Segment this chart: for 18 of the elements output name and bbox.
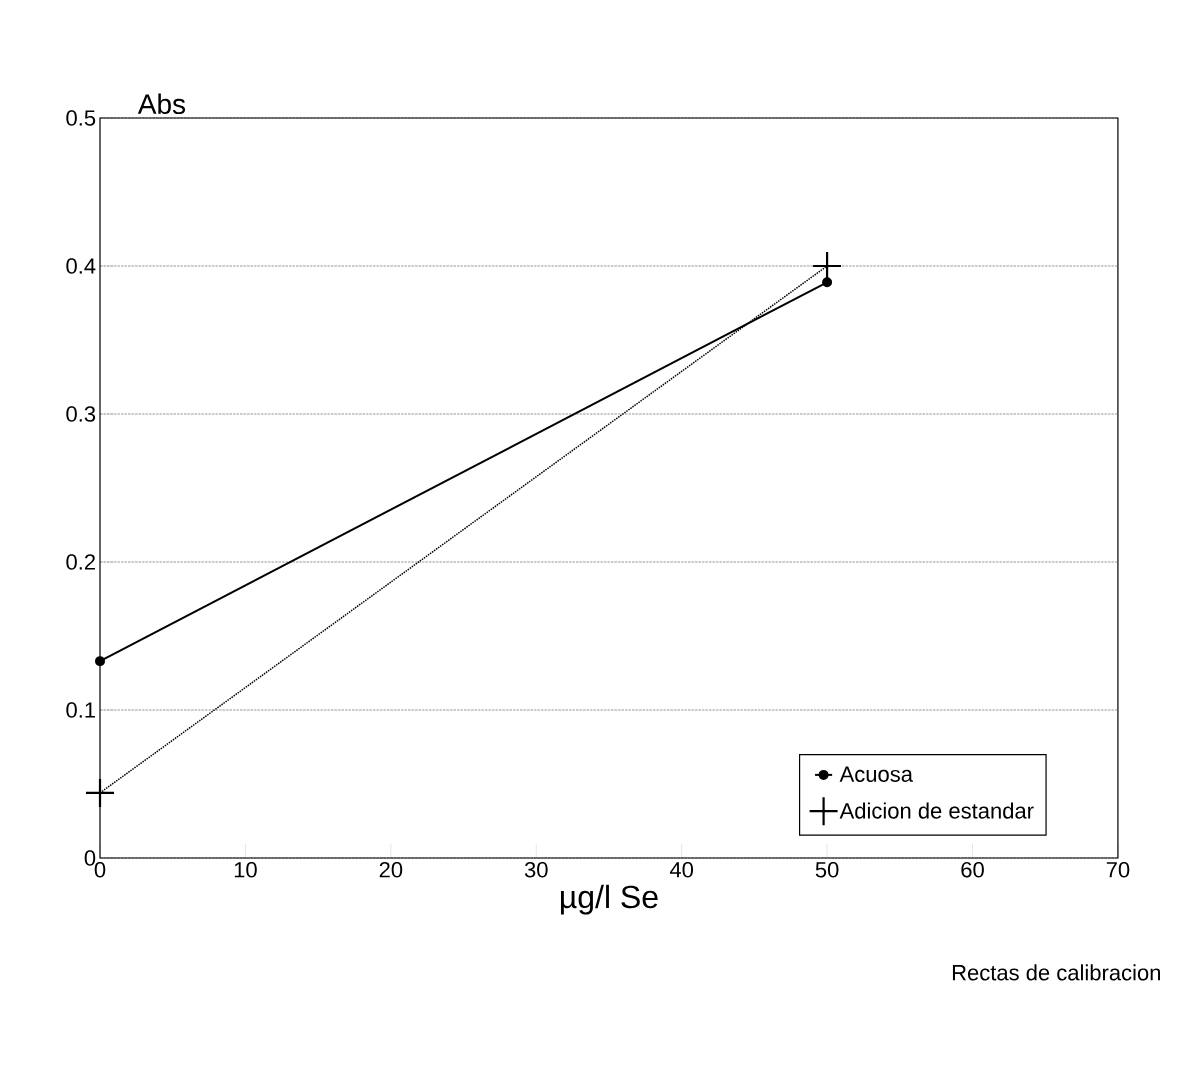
x-tick-label: 70 xyxy=(1106,861,1130,878)
x-tick-label: 40 xyxy=(669,861,694,878)
y-tick-label: 0.5 xyxy=(66,110,96,126)
legend-label: Adicion de estandar xyxy=(839,802,1034,819)
legend-label: Acuosa xyxy=(839,766,913,782)
y-tick-label: 0.4 xyxy=(66,258,96,274)
y-axis-title: Abs xyxy=(137,93,186,115)
y-tick-label: 0.1 xyxy=(66,702,95,718)
x-tick-label: 30 xyxy=(524,861,548,878)
x-tick-label: 20 xyxy=(379,861,403,878)
y-tick-label: 0.3 xyxy=(66,406,96,422)
x-tick-label: 50 xyxy=(815,861,839,878)
x-tick-label: 10 xyxy=(234,861,257,878)
x-tick-label: 60 xyxy=(961,861,984,878)
y-tick-label: 0 xyxy=(84,850,96,866)
x-axis-title: µg/l Se xyxy=(561,884,658,915)
y-tick-label: 0.2 xyxy=(66,554,95,570)
text: Rectas de calibracion xyxy=(952,964,1160,981)
